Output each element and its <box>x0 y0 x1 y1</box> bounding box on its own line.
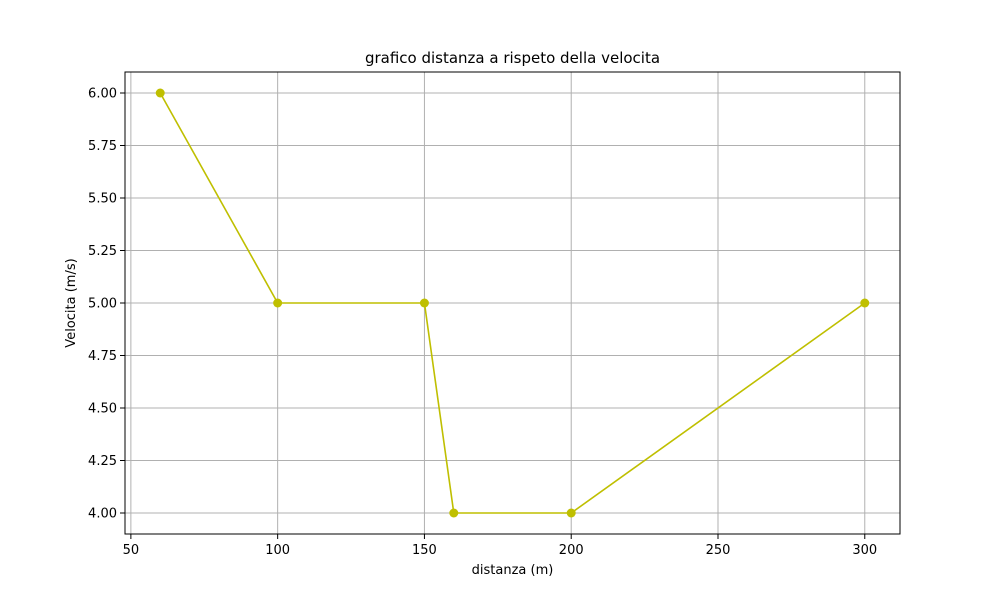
x-tick-label: 250 <box>706 543 731 558</box>
data-point-marker <box>449 508 459 518</box>
y-tick-label: 5.50 <box>88 192 117 207</box>
x-tick-label: 150 <box>412 543 437 558</box>
y-tick-label: 4.75 <box>88 349 117 364</box>
y-tick-label: 4.50 <box>88 402 117 417</box>
y-tick-label: 4.25 <box>88 454 117 469</box>
data-point-marker <box>273 298 283 308</box>
axis-ticks: 50 100 150 200 250 300 4.00 4.25 4.50 4.75 5.00 5.2… <box>88 87 877 559</box>
data-point-marker <box>419 298 429 308</box>
x-tick-label: 300 <box>852 543 877 558</box>
y-tick-label: 5.00 <box>88 297 117 312</box>
series-line <box>159 92 866 514</box>
data-point-marker <box>566 508 576 518</box>
data-point-marker <box>155 88 165 98</box>
x-tick-label: 100 <box>265 543 290 558</box>
y-tick-label: 6.00 <box>88 87 117 102</box>
x-axis-label: distanza (m) <box>472 563 554 578</box>
data-point-marker <box>860 298 870 308</box>
y-tick-label: 5.75 <box>88 139 117 154</box>
y-tick-label: 5.25 <box>88 244 117 259</box>
x-tick-label: 50 <box>123 543 140 558</box>
series-layer <box>155 88 870 518</box>
chart-title: grafico distanza a rispeto della velocit… <box>365 49 660 67</box>
y-axis-label: Velocita (m/s) <box>64 258 79 347</box>
x-tick-label: 200 <box>559 543 584 558</box>
y-tick-label: 4.00 <box>88 507 117 522</box>
